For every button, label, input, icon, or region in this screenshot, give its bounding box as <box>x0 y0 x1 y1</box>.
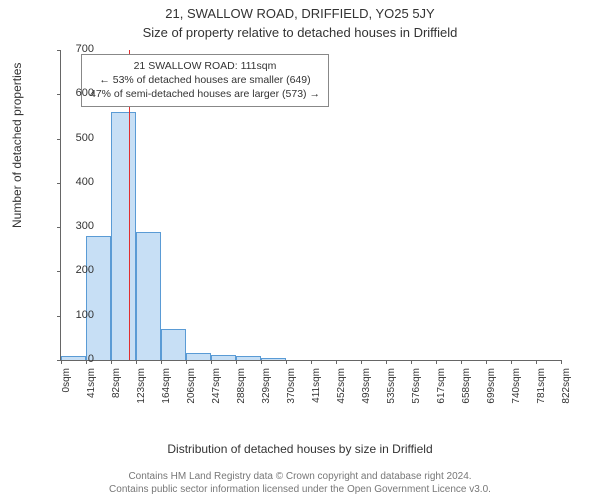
y-tick-label: 500 <box>54 132 94 144</box>
annotation-box: 21 SWALLOW ROAD: 111sqm← 53% of detached… <box>81 54 329 107</box>
y-tick-label: 600 <box>54 87 94 99</box>
footer-line-1: Contains HM Land Registry data © Crown c… <box>0 470 600 483</box>
histogram-bar <box>86 236 111 360</box>
footer-attribution: Contains HM Land Registry data © Crown c… <box>0 470 600 496</box>
x-tick-label: 576sqm <box>411 368 422 408</box>
annotation-line-1: 21 SWALLOW ROAD: 111sqm <box>90 59 320 73</box>
x-tick-mark <box>111 360 112 364</box>
y-tick-label: 0 <box>54 353 94 365</box>
x-tick-mark <box>261 360 262 364</box>
x-tick-mark <box>436 360 437 364</box>
x-tick-label: 164sqm <box>161 368 172 408</box>
x-tick-label: 617sqm <box>436 368 447 408</box>
x-tick-label: 781sqm <box>536 368 547 408</box>
y-tick-label: 200 <box>54 264 94 276</box>
x-tick-mark <box>511 360 512 364</box>
x-tick-label: 206sqm <box>186 368 197 408</box>
y-tick-label: 300 <box>54 220 94 232</box>
x-tick-label: 288sqm <box>236 368 247 408</box>
x-tick-label: 370sqm <box>286 368 297 408</box>
x-tick-label: 658sqm <box>461 368 472 408</box>
x-tick-label: 82sqm <box>111 368 122 408</box>
x-axis-label: Distribution of detached houses by size … <box>0 442 600 456</box>
x-tick-mark <box>236 360 237 364</box>
x-tick-mark <box>211 360 212 364</box>
y-axis-label: Number of detached properties <box>10 63 24 228</box>
x-tick-mark <box>411 360 412 364</box>
x-tick-mark <box>386 360 387 364</box>
x-tick-mark <box>311 360 312 364</box>
histogram-bar <box>111 112 136 360</box>
plot-region: 0sqm41sqm82sqm123sqm164sqm206sqm247sqm28… <box>60 50 561 361</box>
x-tick-mark <box>486 360 487 364</box>
histogram-bar <box>161 329 186 360</box>
x-tick-mark <box>186 360 187 364</box>
histogram-bar <box>211 355 236 360</box>
x-tick-label: 452sqm <box>336 368 347 408</box>
histogram-bar <box>236 356 261 360</box>
y-tick-label: 700 <box>54 43 94 55</box>
x-tick-label: 247sqm <box>211 368 222 408</box>
chart-area: 0sqm 41sqm 82sqm 123sqm 164sqm 206sqm 247sqm 28… <box>60 50 560 405</box>
x-tick-label: 740sqm <box>511 368 522 408</box>
y-tick-label: 100 <box>54 309 94 321</box>
chart-container: 21, SWALLOW ROAD, DRIFFIELD, YO25 5JY Si… <box>0 0 600 500</box>
x-tick-mark <box>536 360 537 364</box>
histogram-bar <box>186 353 211 360</box>
x-tick-mark <box>136 360 137 364</box>
x-tick-mark <box>286 360 287 364</box>
x-tick-label: 493sqm <box>361 368 372 408</box>
x-tick-label: 41sqm <box>86 368 97 408</box>
x-tick-label: 123sqm <box>136 368 147 408</box>
footer-line-2: Contains public sector information licen… <box>0 483 600 496</box>
x-tick-mark <box>561 360 562 364</box>
x-tick-mark <box>361 360 362 364</box>
x-tick-mark <box>461 360 462 364</box>
x-tick-label: 0sqm <box>61 368 72 408</box>
x-tick-label: 411sqm <box>311 368 322 408</box>
x-tick-label: 822sqm <box>561 368 572 408</box>
annotation-line-2: ← 53% of detached houses are smaller (64… <box>90 73 320 87</box>
histogram-bar <box>136 232 161 360</box>
x-tick-mark <box>336 360 337 364</box>
histogram-bar <box>261 358 286 360</box>
x-tick-label: 535sqm <box>386 368 397 408</box>
page-title: 21, SWALLOW ROAD, DRIFFIELD, YO25 5JY <box>0 0 600 21</box>
page-subtitle: Size of property relative to detached ho… <box>0 21 600 40</box>
y-tick-label: 400 <box>54 176 94 188</box>
annotation-line-3: 47% of semi-detached houses are larger (… <box>90 87 320 101</box>
x-tick-mark <box>161 360 162 364</box>
x-tick-label: 329sqm <box>261 368 272 408</box>
x-tick-label: 699sqm <box>486 368 497 408</box>
